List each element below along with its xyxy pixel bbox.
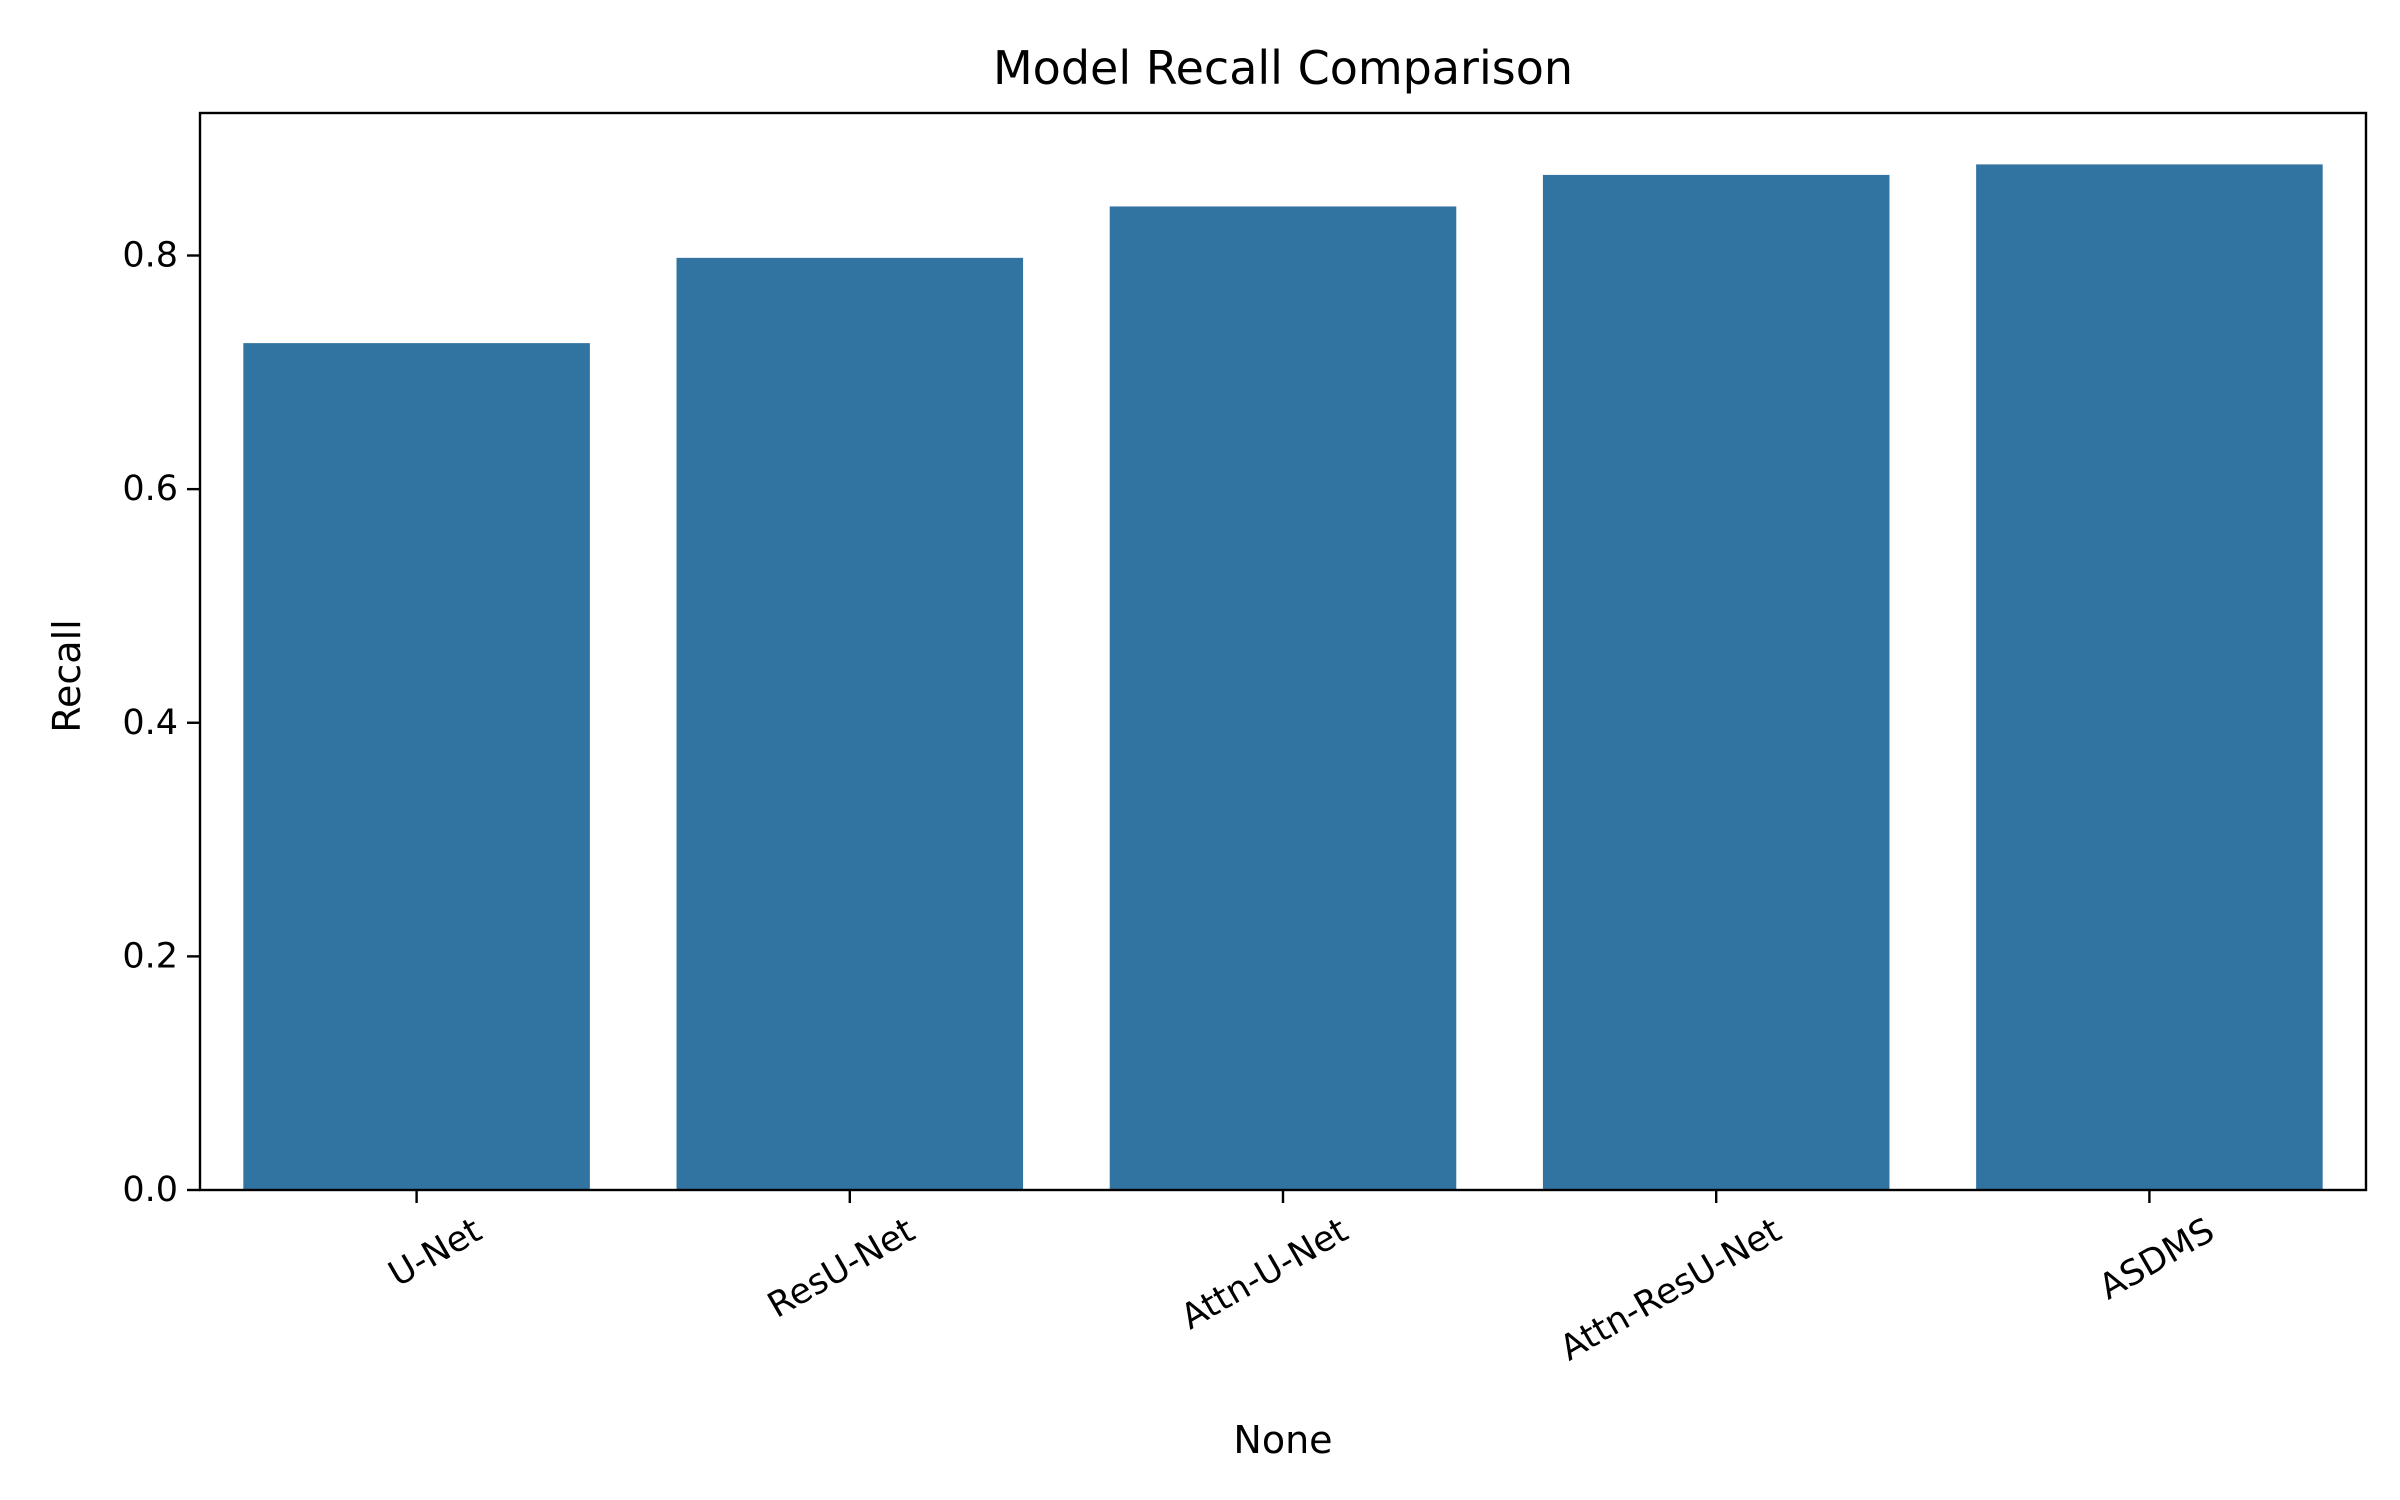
x-tick-label: Attn-U-Net [1174,1211,1354,1338]
bars-group [243,164,2323,1191]
y-tick-label: 0.0 [122,1170,178,1210]
y-tick-label: 0.6 [122,469,178,509]
x-tick-label: U-Net [382,1211,488,1295]
x-tick-label: ResU-Net [761,1211,921,1327]
bar-asdms [1976,164,2323,1190]
x-axis-label: None [1233,1418,1332,1462]
y-tick-label: 0.2 [122,936,178,976]
plot-frame [198,111,2368,1192]
bar-attn-resu-net [1542,174,1890,1190]
x-axis-ticks: U-Net ResU-Net Attn-U-Net Attn-ResU-Net ASDM… [382,1190,2221,1369]
x-tick-label: Attn-ResU-Net [1554,1211,1789,1370]
y-tick-label: 0.4 [122,703,178,743]
chart-title: Model Recall Comparison [993,41,1573,95]
bar-resu-net [676,257,1024,1191]
y-axis-label: Recall [45,619,89,732]
bar-attn-u-net [1109,206,1457,1190]
y-tick-label: 0.8 [122,236,178,276]
x-tick-label: ASDMS [2093,1211,2222,1308]
y-axis-ticks: 0.0 0.2 0.4 0.6 0.8 [122,236,200,1210]
bar-u-net [243,343,590,1190]
